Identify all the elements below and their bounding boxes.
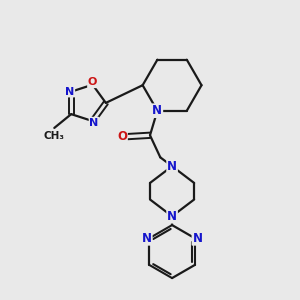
Text: N: N [152, 104, 162, 117]
Text: CH₃: CH₃ [44, 131, 65, 141]
Text: N: N [167, 210, 177, 223]
Text: N: N [167, 160, 177, 173]
Text: N: N [65, 87, 74, 97]
Text: N: N [142, 232, 152, 245]
Text: N: N [89, 118, 99, 128]
Text: O: O [88, 77, 97, 87]
Text: O: O [117, 130, 127, 143]
Text: N: N [192, 232, 203, 245]
